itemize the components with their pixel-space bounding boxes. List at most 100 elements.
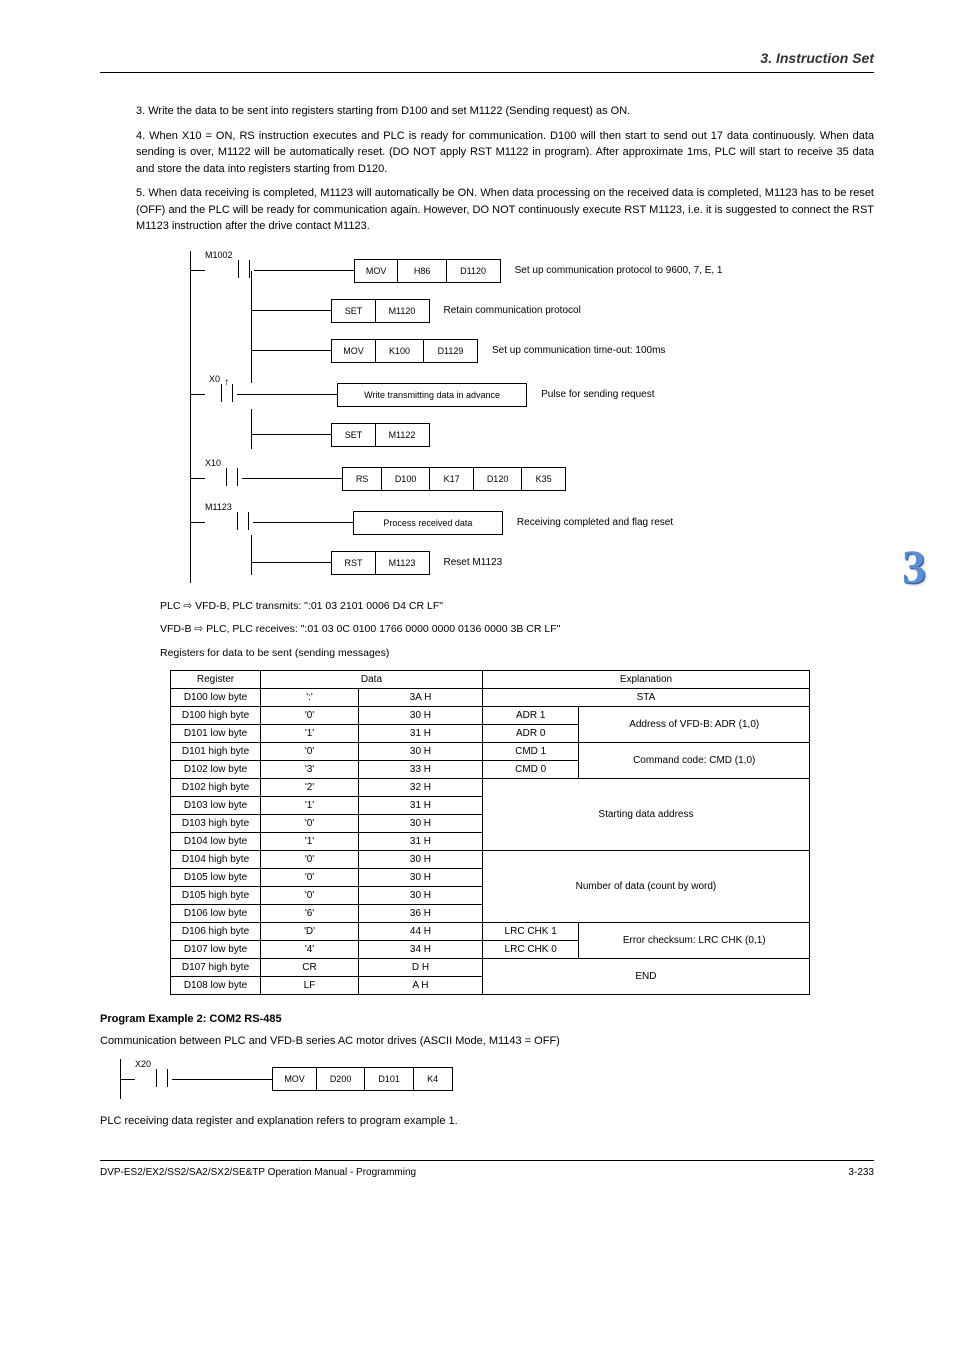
cell: '0': [261, 886, 359, 904]
cell: D106 low byte: [171, 904, 261, 922]
cell: 30 H: [359, 868, 483, 886]
page-footer: DVP-ES2/EX2/SS2/SA2/SX2/SE&TP Operation …: [100, 1160, 874, 1178]
cell: D101 low byte: [171, 724, 261, 742]
cell: D103 low byte: [171, 796, 261, 814]
contact-x20: [156, 1069, 170, 1087]
cell: 30 H: [359, 886, 483, 904]
cell: '1': [261, 832, 359, 850]
paragraph-step5: 5. When data receiving is completed, M11…: [136, 185, 874, 235]
cell: END: [482, 958, 809, 994]
cell: '0': [261, 814, 359, 832]
contact-x10-label: X10: [205, 458, 221, 468]
cell: '3': [261, 760, 359, 778]
paragraph-step4: 4. When X10 = ON, RS instruction execute…: [136, 128, 874, 178]
example2-title: Program Example 2: COM2 RS-485: [100, 1013, 874, 1025]
mini-ladder: X20 MOV D200 D101 K4: [120, 1059, 874, 1103]
cell: '6': [261, 904, 359, 922]
cell: 31 H: [359, 796, 483, 814]
cell: LF: [261, 976, 359, 994]
comment-retain: Retain communication protocol: [444, 305, 581, 316]
cell: D105 high byte: [171, 886, 261, 904]
contact-x10: [226, 468, 240, 486]
cell: 32 H: [359, 778, 483, 796]
cell: D100 low byte: [171, 688, 261, 706]
th-register: Register: [171, 670, 261, 688]
cell: 30 H: [359, 814, 483, 832]
cell: Number of data (count by word): [482, 850, 809, 922]
cell: 3A H: [359, 688, 483, 706]
cell: 30 H: [359, 742, 483, 760]
data-registers-table: Register Data Explanation D100 low byte …: [170, 670, 810, 995]
cell: D102 high byte: [171, 778, 261, 796]
table-caption4: Registers for data to be sent (sending m…: [160, 646, 874, 662]
cell: '0': [261, 742, 359, 760]
comment-recv-complete: Receiving completed and flag reset: [517, 517, 673, 528]
cell: D106 high byte: [171, 922, 261, 940]
cell: Starting data address: [482, 778, 809, 850]
cell: ADR 1: [482, 706, 579, 724]
cell: D108 low byte: [171, 976, 261, 994]
contact-m1123-label: M1123: [205, 502, 232, 512]
cell: 34 H: [359, 940, 483, 958]
th-explanation: Explanation: [482, 670, 809, 688]
cell: D103 high byte: [171, 814, 261, 832]
cell: 'D': [261, 922, 359, 940]
cell: STA: [482, 688, 809, 706]
cell: 33 H: [359, 760, 483, 778]
cell: '0': [261, 706, 359, 724]
cell: ':': [261, 688, 359, 706]
box-mov-k100-d1129: MOV K100 D1129: [331, 339, 478, 363]
page-header: 3. Instruction Set: [100, 50, 874, 73]
contact-x0-label: X0: [209, 374, 220, 384]
table-caption3: VFD-B ⇨ PLC, PLC receives: ":01 03 0C 01…: [160, 622, 874, 638]
cell: D104 high byte: [171, 850, 261, 868]
cell: D104 low byte: [171, 832, 261, 850]
cell: D H: [359, 958, 483, 976]
footer-left: DVP-ES2/EX2/SS2/SA2/SX2/SE&TP Operation …: [100, 1167, 416, 1178]
box-write-data: Write transmitting data in advance: [337, 383, 527, 407]
cell: Error checksum: LRC CHK (0,1): [579, 922, 810, 958]
cell: A H: [359, 976, 483, 994]
box-mov-h86-d1120: MOV H86 D1120: [354, 259, 501, 283]
cell: LRC CHK 1: [482, 922, 579, 940]
cell: 30 H: [359, 850, 483, 868]
cell: CMD 1: [482, 742, 579, 760]
example2-p1: Communication between PLC and VFD-B seri…: [100, 1033, 874, 1050]
comment-protocol: Set up communication protocol to 9600, 7…: [515, 265, 723, 276]
cell: Command code: CMD (1,0): [579, 742, 810, 778]
example2-post: PLC receiving data register and explanat…: [100, 1113, 874, 1130]
cell: 31 H: [359, 832, 483, 850]
table-caption: PLC ⇨ VFD-B, PLC transmits: ":01 03 2101…: [160, 599, 874, 615]
contact-m1002: [238, 260, 252, 278]
footer-right: 3-233: [848, 1167, 874, 1178]
cell: D101 high byte: [171, 742, 261, 760]
cell: CMD 0: [482, 760, 579, 778]
ladder-diagram: M1002 MOV H86 D1120 Set up communication…: [190, 251, 874, 583]
cell: 44 H: [359, 922, 483, 940]
box-set-m1122: SET M1122: [331, 423, 430, 447]
contact-x20-label: X20: [135, 1059, 151, 1069]
cell: 30 H: [359, 706, 483, 724]
cell: 31 H: [359, 724, 483, 742]
cell: D102 low byte: [171, 760, 261, 778]
cell: ADR 0: [482, 724, 579, 742]
th-data: Data: [261, 670, 483, 688]
cell: '0': [261, 868, 359, 886]
box-rs: RS D100 K17 D120 K35: [342, 467, 566, 491]
cell: '2': [261, 778, 359, 796]
cell: D105 low byte: [171, 868, 261, 886]
cell: D107 low byte: [171, 940, 261, 958]
cell: LRC CHK 0: [482, 940, 579, 958]
cell: '1': [261, 796, 359, 814]
cell: D107 high byte: [171, 958, 261, 976]
contact-m1002-label: M1002: [205, 250, 233, 260]
box-rst-m1123: RST M1123: [331, 551, 430, 575]
contact-x0-pulse: [221, 384, 235, 402]
paragraph-step3: 3. Write the data to be sent into regist…: [136, 103, 874, 120]
cell: 36 H: [359, 904, 483, 922]
cell: D100 high byte: [171, 706, 261, 724]
cell: CR: [261, 958, 359, 976]
chapter-number-badge: 3: [902, 540, 926, 595]
comment-pulse: Pulse for sending request: [541, 389, 654, 400]
contact-m1123: [237, 512, 251, 530]
